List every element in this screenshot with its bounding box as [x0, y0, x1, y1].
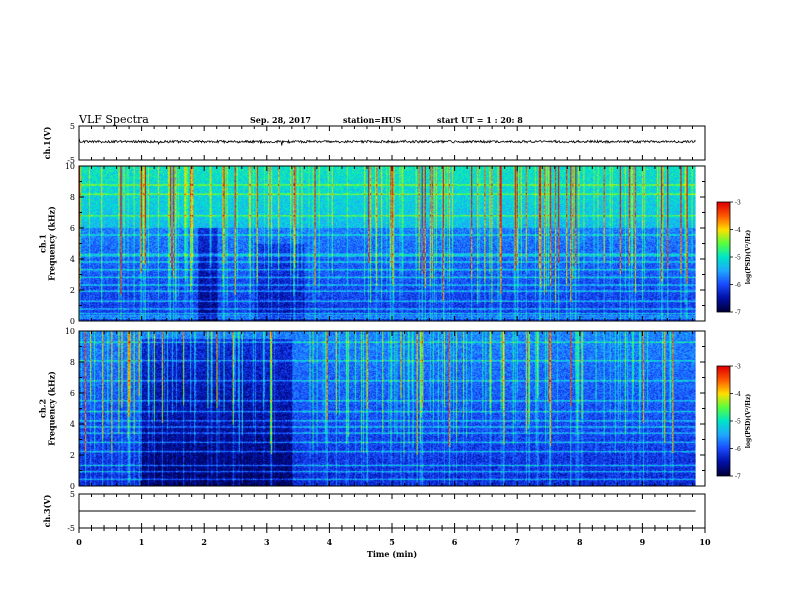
- ch2-spectrogram-ytick-label: 0: [70, 482, 75, 491]
- ch1-waveform-ytick-label: -5: [67, 156, 75, 165]
- ch2-colorbar-image: [717, 366, 730, 476]
- ch1-spectrogram-colorbar-label: log(PSD)(V²/Hz): [745, 230, 752, 285]
- ch2-spectrogram-ylabel: Frequency (kHz): [47, 371, 57, 446]
- ch1-spectrogram-ytick-label: 2: [70, 286, 75, 295]
- ch1-colorbar-image: [717, 202, 730, 312]
- time-axis-tick-label: 0: [76, 537, 82, 547]
- ch2-spectrogram-ylabel: ch.2: [38, 399, 48, 418]
- ch1-spectrogram-colorbar-tick-label: -3: [735, 200, 741, 207]
- ch1-waveform-trace: [78, 137, 696, 146]
- ch3-waveform-ytick-label: -5: [67, 524, 75, 533]
- plot-title: VLF Spectra: [79, 113, 149, 126]
- ch2-spectrogram-ytick-label: 2: [70, 451, 75, 460]
- ch1-spectrogram-ytick-label: 0: [70, 317, 75, 326]
- station-label: station=HUS: [343, 115, 402, 125]
- time-axis-tick-label: 2: [201, 537, 207, 547]
- ch3-waveform-ylabel: ch.3(V): [42, 494, 52, 527]
- ch1-waveform-ylabel: ch.1(V): [42, 126, 52, 159]
- ch1-spectrogram-colorbar-tick-label: -5: [735, 255, 741, 262]
- time-axis-tick-label: 4: [327, 537, 333, 547]
- ch2-spectrogram-colorbar-tick-label: -5: [735, 419, 741, 426]
- ch2-spectrogram-colorbar-tick-label: -6: [735, 446, 741, 453]
- ch1-spectrogram-colorbar-tick-label: -7: [735, 310, 741, 317]
- ch2-spectrogram-colorbar-tick-label: -4: [735, 391, 741, 398]
- axes-layer: [78, 125, 733, 533]
- ch1-spectrogram-colorbar-tick-label: -4: [735, 227, 741, 234]
- ch2-spectrogram-ytick-label: 10: [65, 327, 75, 336]
- time-axis-tick-label: 7: [514, 537, 520, 547]
- ch2-spectrogram-colorbar-tick-label: -3: [735, 364, 741, 371]
- ch1-spectrogram-ytick-label: 4: [70, 255, 75, 264]
- time-axis-tick-label: 5: [389, 537, 395, 547]
- ch2-spectrogram-image: [79, 331, 696, 486]
- date-label: Sep. 28, 2017: [250, 115, 311, 125]
- time-axis-tick-label: 6: [452, 537, 458, 547]
- time-axis-tick-label: 10: [699, 537, 711, 547]
- ch2-spectrogram-ytick-label: 4: [70, 420, 75, 429]
- ch1-spectrogram-colorbar-tick-label: -6: [735, 282, 741, 289]
- ch1-spectrogram-ytick-label: 6: [70, 224, 75, 233]
- ch2-spectrogram-colorbar-label: log(PSD)(V²/Hz): [745, 394, 752, 449]
- time-axis-tick-label: 9: [640, 537, 646, 547]
- time-axis-tick-label: 3: [264, 537, 270, 547]
- ch1-spectrogram-ytick-label: 10: [65, 162, 75, 171]
- time-axis-tick-label: 8: [577, 537, 583, 547]
- ch1-waveform-frame: [78, 125, 706, 161]
- ch1-spectrogram-image: [79, 166, 696, 321]
- ch2-spectrogram-ytick-label: 6: [70, 389, 75, 398]
- ch1-spectrogram-ytick-label: 8: [70, 193, 75, 202]
- ch2-spectrogram-ytick-label: 8: [70, 358, 75, 367]
- ch1-spectrogram-ylabel: Frequency (kHz): [47, 206, 57, 281]
- time-axis-tick-label: 1: [139, 537, 145, 547]
- time-axis-label: Time (min): [367, 549, 417, 559]
- ch1-spectrogram-ylabel: ch.1: [38, 234, 48, 253]
- start-ut-label: start UT = 1 : 20: 8: [437, 115, 523, 125]
- ch1-waveform-ytick-label: 5: [70, 122, 75, 131]
- ch3-waveform-ytick-label: 5: [70, 490, 75, 499]
- ch2-spectrogram-colorbar-tick-label: -7: [735, 474, 741, 481]
